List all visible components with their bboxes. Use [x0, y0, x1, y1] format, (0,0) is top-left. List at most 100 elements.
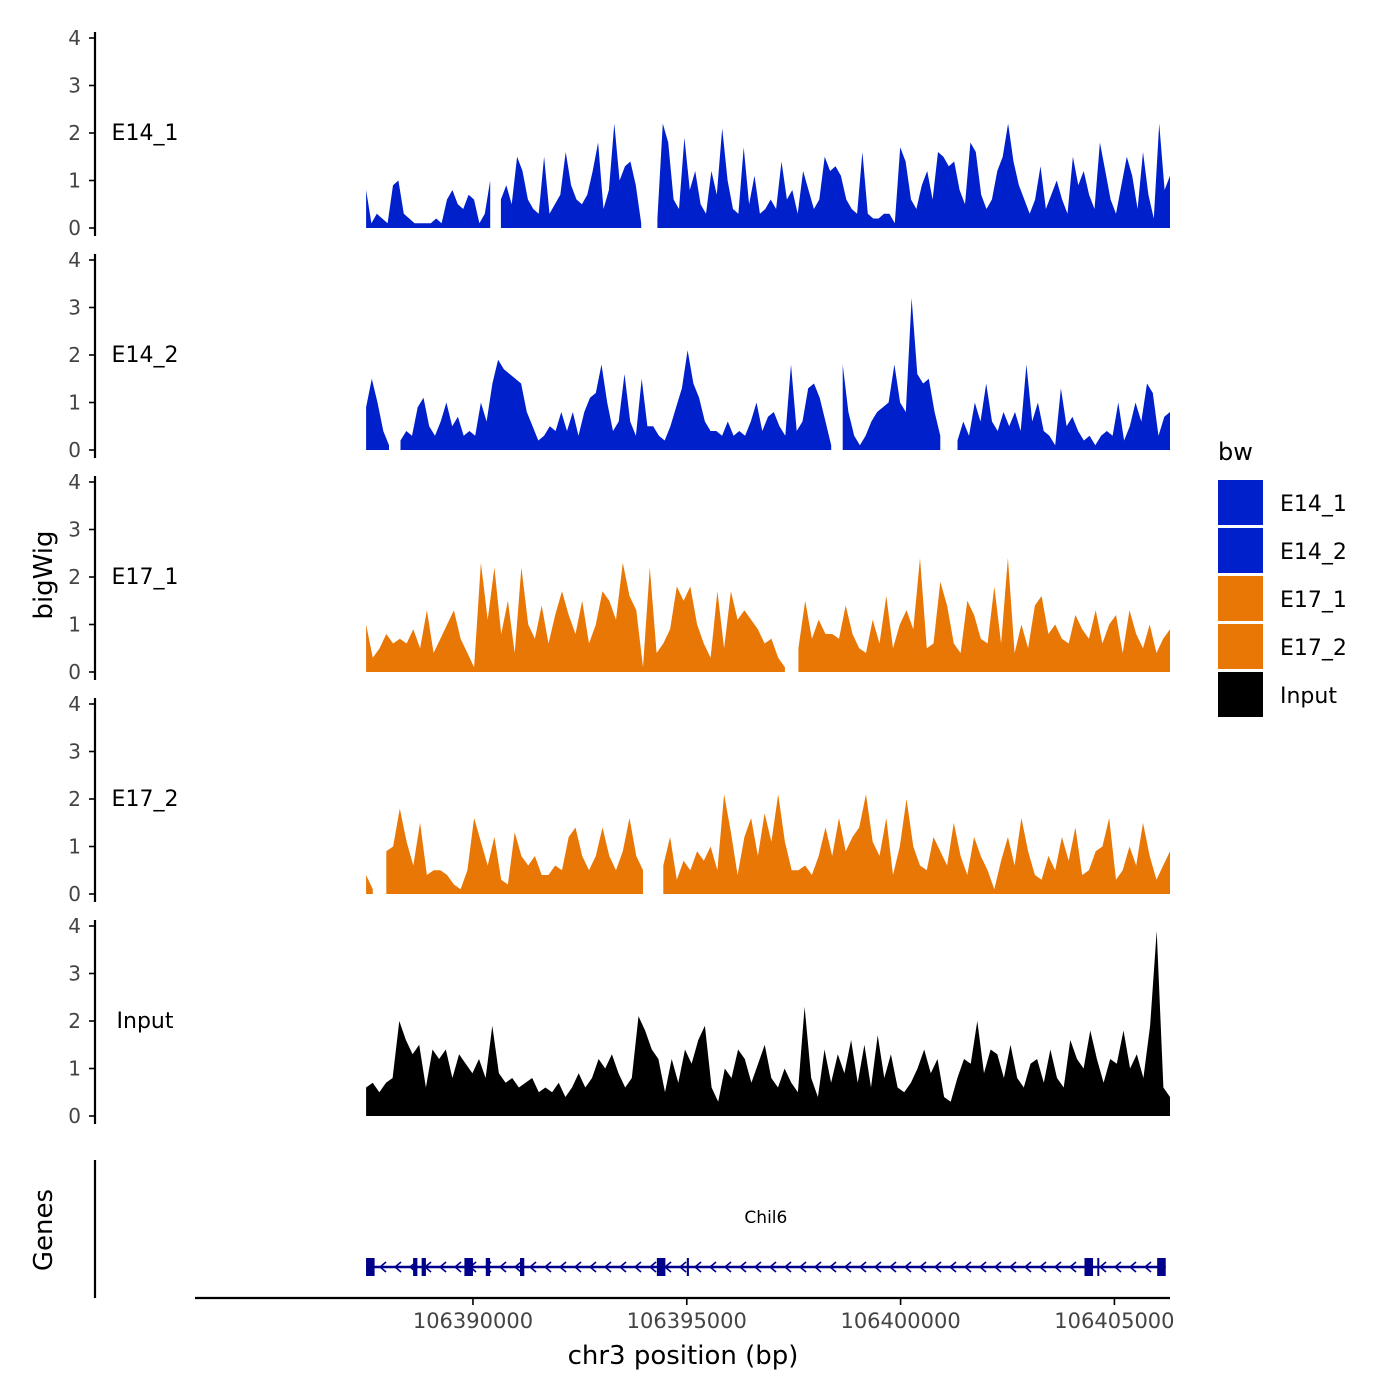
y-tick-label: 4 — [68, 914, 81, 938]
strand-arrow — [1053, 1261, 1062, 1273]
y-tick-label: 1 — [68, 1057, 81, 1081]
strand-arrow — [1023, 1261, 1032, 1273]
x-tick-label: 106405000 — [1054, 1309, 1174, 1333]
signal-area — [663, 794, 1170, 894]
strand-arrow — [393, 1261, 402, 1273]
signal-panels: 0 1 2 3 4 E14_1 0 1 2 3 4 E14_2 0 1 2 3 4 E17_1 0 1 2 3 4 E17_2… — [68, 26, 1171, 1128]
y-tick-label: 3 — [68, 518, 81, 542]
legend-label: Input — [1280, 684, 1337, 709]
y-tick-label: 0 — [68, 216, 81, 240]
track-label: E14_2 — [112, 343, 179, 368]
strand-arrow — [438, 1261, 447, 1273]
x-tick-label: 106390000 — [413, 1309, 533, 1333]
strand-arrow — [603, 1261, 612, 1273]
strand-arrow — [843, 1261, 852, 1273]
gene-name-label: Chil6 — [744, 1208, 787, 1228]
x-tick-label: 106395000 — [627, 1309, 747, 1333]
y-tick-label: 4 — [68, 692, 81, 716]
gene-exon — [413, 1258, 418, 1276]
signal-area — [366, 562, 785, 672]
signal-area — [798, 558, 1170, 672]
legend-label: E17_2 — [1280, 636, 1347, 661]
strand-arrow — [933, 1261, 942, 1273]
legend-title: bw — [1218, 438, 1253, 466]
x-axis: 106390000 106395000 106400000 106405000 — [195, 1296, 1175, 1333]
signal-area — [366, 930, 1171, 1116]
genes-axis-title: Genes — [29, 1189, 59, 1271]
strand-arrow — [1068, 1261, 1077, 1273]
track-label: E14_1 — [112, 121, 179, 146]
y-tick-label: 3 — [68, 962, 81, 986]
strand-arrow — [1038, 1261, 1047, 1273]
strand-arrow — [1113, 1261, 1122, 1273]
strand-arrow — [888, 1261, 897, 1273]
genes-panel: Chil6 — [93, 1160, 1166, 1298]
gene-exon — [485, 1258, 491, 1276]
signal-area — [500, 123, 642, 228]
y-tick-label: 3 — [68, 740, 81, 764]
strand-arrow — [378, 1261, 387, 1273]
x-axis-title: chr3 position (bp) — [568, 1341, 799, 1371]
strand-arrow — [753, 1261, 762, 1273]
strand-arrow — [693, 1261, 702, 1273]
y-tick-label: 2 — [68, 787, 81, 811]
track-label: E17_1 — [112, 565, 179, 590]
y-tick-label: 2 — [68, 565, 81, 589]
y-tick-label: 0 — [68, 660, 81, 684]
strand-arrow — [903, 1261, 912, 1273]
y-axis-title: bigWig — [29, 530, 59, 619]
track-e14_2: 0 1 2 3 4 E14_2 — [68, 248, 1170, 462]
strand-arrow — [993, 1261, 1002, 1273]
gene-exon — [464, 1258, 473, 1276]
y-tick-label: 2 — [68, 121, 81, 145]
y-tick-label: 0 — [68, 1104, 81, 1128]
track-input: 0 1 2 3 4 Input — [68, 914, 1171, 1128]
strand-arrow — [1008, 1261, 1017, 1273]
gene-exon — [686, 1258, 689, 1276]
y-tick-label: 1 — [68, 613, 81, 637]
legend: bw E14_1 E14_2 E17_1 E17_2 Input — [1218, 438, 1347, 717]
strand-arrow — [768, 1261, 777, 1273]
y-tick-label: 4 — [68, 470, 81, 494]
track-e14_1: 0 1 2 3 4 E14_1 — [68, 26, 1170, 240]
strand-arrow — [633, 1261, 642, 1273]
y-tick-label: 2 — [68, 1009, 81, 1033]
legend-swatch — [1218, 672, 1263, 717]
legend-swatch — [1218, 480, 1263, 525]
strand-arrow — [648, 1261, 657, 1273]
gene-chil6: Chil6 — [366, 1208, 1166, 1276]
strand-arrow — [558, 1261, 567, 1273]
signal-area — [657, 123, 1170, 228]
y-tick-label: 0 — [68, 882, 81, 906]
y-tick-label: 3 — [68, 74, 81, 98]
legend-label: E17_1 — [1280, 588, 1347, 613]
legend-swatch — [1218, 624, 1263, 669]
signal-area — [366, 378, 389, 450]
strand-arrow — [498, 1261, 507, 1273]
gene-exon — [520, 1258, 525, 1276]
track-label: E17_2 — [112, 787, 179, 812]
strand-arrow — [723, 1261, 732, 1273]
strand-arrow — [873, 1261, 882, 1273]
y-tick-label: 4 — [68, 26, 81, 50]
gene-exon — [366, 1258, 375, 1276]
strand-arrow — [543, 1261, 552, 1273]
gene-exon — [1084, 1258, 1094, 1276]
signal-area — [386, 808, 643, 894]
legend-swatch — [1218, 576, 1263, 621]
signal-area — [842, 298, 941, 450]
strand-arrow — [618, 1261, 627, 1273]
strand-arrow — [813, 1261, 822, 1273]
strand-arrow — [978, 1261, 987, 1273]
strand-arrow — [588, 1261, 597, 1273]
gene-exon — [1097, 1258, 1100, 1276]
strand-arrow — [798, 1261, 807, 1273]
strand-arrow — [918, 1261, 927, 1273]
signal-area — [957, 364, 1170, 450]
track-label: Input — [117, 1009, 174, 1034]
legend-label: E14_1 — [1280, 492, 1347, 517]
strand-arrow — [573, 1261, 582, 1273]
track-e17_2: 0 1 2 3 4 E17_2 — [68, 692, 1170, 906]
strand-arrow — [1143, 1261, 1152, 1273]
